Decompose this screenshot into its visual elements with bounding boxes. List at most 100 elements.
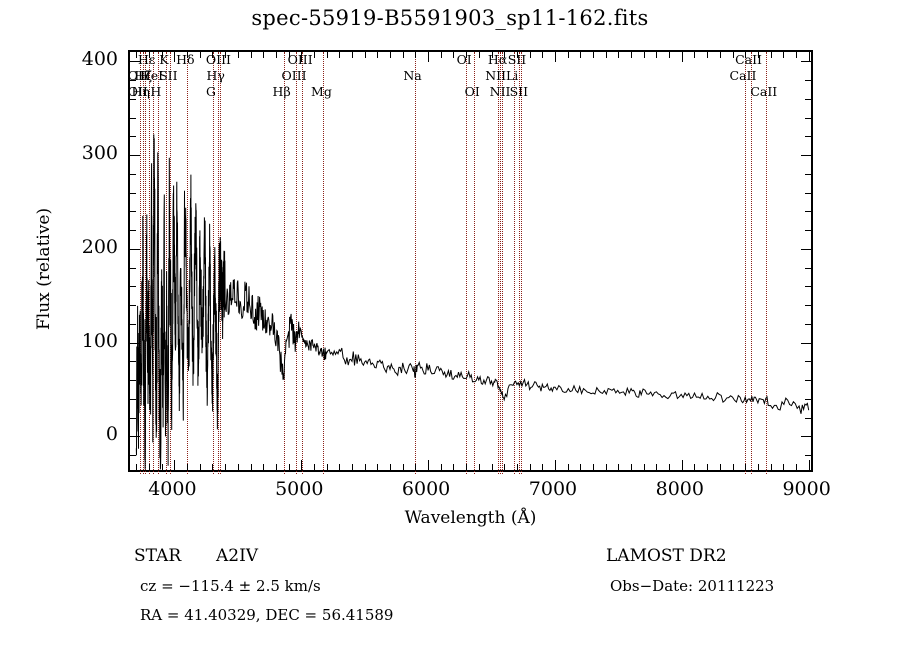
x-tick <box>669 52 671 58</box>
x-tick <box>757 52 759 58</box>
x-tick <box>529 464 531 470</box>
spectral-line-marker <box>302 52 304 474</box>
spectral-line-label: Li <box>505 68 519 83</box>
y-tick <box>805 230 811 232</box>
y-tick <box>130 305 136 307</box>
x-tick <box>199 464 201 470</box>
x-tick <box>149 52 151 58</box>
spectral-line-marker <box>217 52 220 474</box>
plot-frame <box>128 50 813 474</box>
y-tick <box>130 136 136 138</box>
x-tick <box>618 464 620 470</box>
x-tick <box>478 52 480 58</box>
x-tick <box>643 52 645 58</box>
x-tick <box>466 52 468 58</box>
y-tick-label: 300 <box>81 142 118 165</box>
x-tick <box>428 460 430 470</box>
x-tick <box>770 464 772 470</box>
x-tick <box>694 464 696 470</box>
spectral-line-label: Hζ <box>134 68 153 83</box>
x-tick-label: 5000 <box>275 478 324 500</box>
spectral-line-label: G <box>205 84 216 99</box>
spectral-line-label: Hη <box>131 84 150 99</box>
spectral-line-marker <box>520 52 523 474</box>
x-tick <box>795 464 797 470</box>
object-type-label: STAR <box>134 546 182 566</box>
x-tick <box>212 464 214 470</box>
x-tick <box>250 52 252 58</box>
spectral-line-marker <box>283 52 286 474</box>
x-tick <box>428 52 430 62</box>
spectral-line-marker <box>744 52 747 474</box>
x-tick <box>719 52 721 58</box>
x-tick <box>529 52 531 58</box>
x-tick-label: 9000 <box>782 478 831 500</box>
y-tick <box>805 80 811 82</box>
x-tick <box>351 464 353 470</box>
x-tick <box>567 52 569 58</box>
y-tick <box>130 211 136 213</box>
x-tick <box>554 460 556 470</box>
x-tick <box>225 464 227 470</box>
spectral-line-marker <box>502 52 504 474</box>
y-tick <box>801 61 811 63</box>
x-tick <box>605 52 607 58</box>
spectrum-curve-container <box>130 52 811 470</box>
spectral-line-label: SII <box>509 84 529 99</box>
x-tick-label: 8000 <box>655 478 704 500</box>
x-tick <box>745 464 747 470</box>
spectral-line-marker <box>148 52 151 474</box>
y-tick <box>130 248 140 250</box>
spectral-line-marker <box>323 52 325 474</box>
x-tick <box>707 464 709 470</box>
spectral-line-marker <box>499 52 502 474</box>
spectral-line-marker <box>165 52 168 474</box>
x-tick <box>732 464 734 470</box>
spectral-line-label: K <box>159 52 169 67</box>
x-tick <box>808 52 810 62</box>
y-tick <box>130 323 136 325</box>
y-tick <box>130 398 136 400</box>
x-tick <box>643 464 645 470</box>
spectral-line-label: OI <box>464 84 480 99</box>
x-tick <box>656 464 658 470</box>
y-tick <box>805 380 811 382</box>
x-tick <box>187 52 189 58</box>
x-tick <box>237 464 239 470</box>
page-title: spec-55919-B5591903_sp11-162.fits <box>251 6 649 30</box>
spectral-line-label: OII <box>127 68 148 83</box>
spectral-line-marker <box>497 52 500 474</box>
x-tick-label: 7000 <box>528 478 578 500</box>
x-tick <box>377 464 379 470</box>
y-tick-label: 400 <box>81 48 118 71</box>
x-tick <box>390 52 392 58</box>
y-tick <box>130 173 136 175</box>
spectral-line-label: CaII <box>729 68 757 83</box>
y-tick <box>805 323 811 325</box>
y-tick-label: 100 <box>81 329 118 352</box>
x-tick <box>402 52 404 58</box>
spectral-line-label: Na <box>403 68 422 83</box>
y-tick <box>130 61 140 63</box>
x-tick <box>770 52 772 58</box>
x-tick <box>440 52 442 58</box>
x-tick <box>453 464 455 470</box>
spectral-line-label: SII <box>507 52 527 67</box>
x-tick <box>631 52 633 58</box>
y-tick <box>130 267 136 269</box>
y-tick <box>805 117 811 119</box>
y-tick <box>130 380 136 382</box>
spectral-line-marker <box>414 52 417 474</box>
x-tick <box>174 52 176 62</box>
x-tick <box>136 464 138 470</box>
y-tick <box>801 342 811 344</box>
spectral-line-label: HeI <box>139 68 164 83</box>
spectral-line-label: CaII <box>750 84 778 99</box>
x-tick <box>187 464 189 470</box>
x-tick <box>681 460 683 470</box>
x-tick <box>593 464 594 470</box>
x-tick <box>504 52 506 58</box>
y-tick-label: 0 <box>105 423 118 446</box>
y-tick <box>805 361 811 363</box>
x-tick <box>631 464 633 470</box>
